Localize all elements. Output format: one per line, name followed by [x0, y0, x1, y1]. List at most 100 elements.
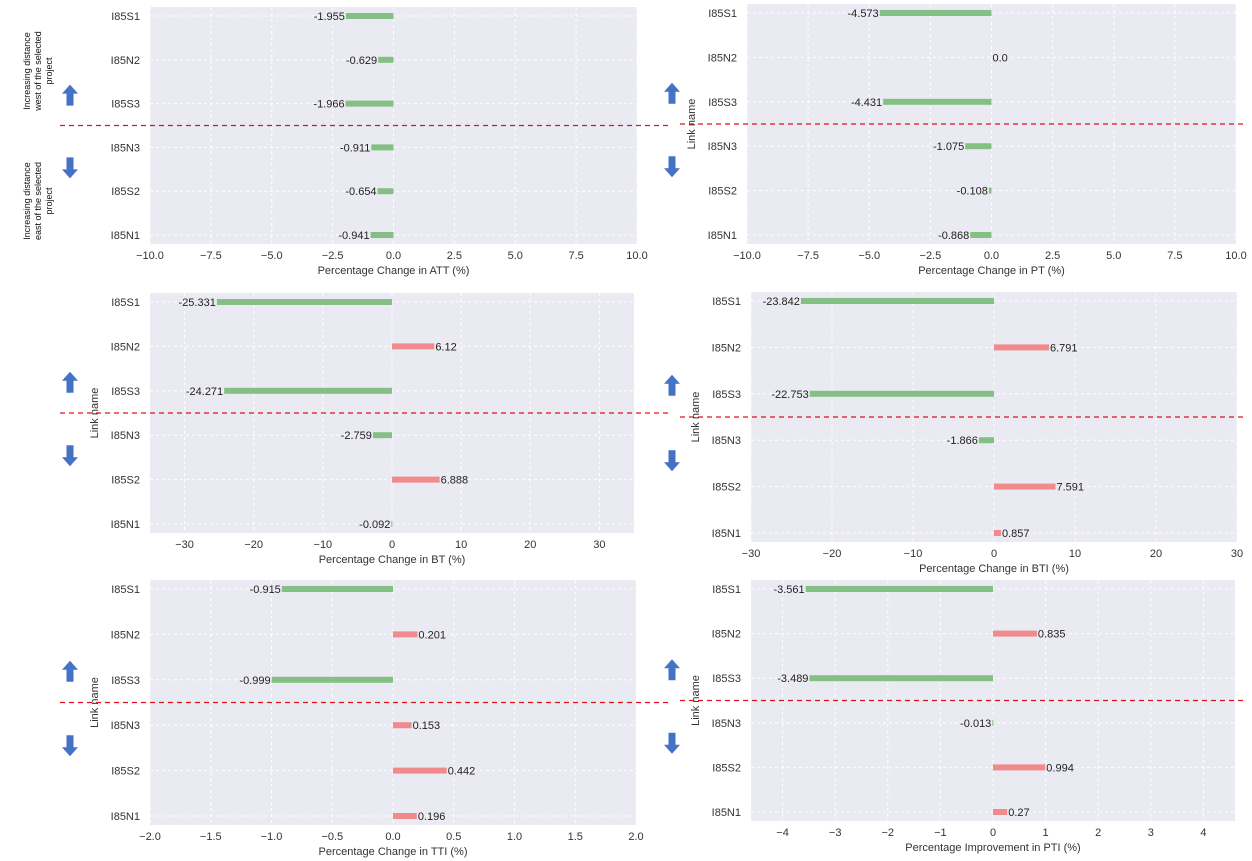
data-label: 0.857: [1002, 528, 1030, 540]
bar-i85n2: [993, 630, 1037, 637]
category-label: I85S2: [708, 186, 737, 198]
x-tick-label: 2.5: [447, 250, 462, 262]
chart-panel-6: −4 −3 −2 −1 0 1 2 3 4 I85S1 -3.561 I85N2 0.835 I85S3 -…: [664, 580, 1247, 854]
data-label: -22.753: [771, 389, 808, 401]
x-tick-label: 2: [1095, 827, 1101, 839]
x-tick-label: 1: [1043, 827, 1049, 839]
data-label: -0.911: [340, 142, 370, 154]
data-label: -1.966: [313, 99, 344, 111]
data-label: -3.489: [777, 673, 808, 685]
arrow-down-icon: [62, 445, 78, 467]
y-axis-title: Link name: [690, 675, 702, 726]
bar-i85n1: [970, 232, 992, 238]
category-label: I85N3: [712, 435, 741, 447]
chart-panel-2: −10.0 −7.5 −5.0 −2.5 0.0 2.5 5.0 7.5 10.0 I85S1 -4…: [664, 4, 1247, 277]
x-axis-title: Percentage Change in ATT (%): [318, 265, 470, 277]
bar-i85n3: [992, 719, 994, 726]
chart-panel-5: −2.0 −1.5 −1.0 −0.5 0.0 0.5 1.0 1.5 2.0 I85S1 -0.9…: [60, 580, 670, 858]
bar-i85s1: [281, 586, 393, 592]
x-tick-label: 2.0: [628, 831, 643, 843]
x-tick-label: 4: [1200, 827, 1206, 839]
category-label: I85N3: [111, 430, 140, 442]
x-axis-title: Percentage Change in BT (%): [319, 554, 466, 566]
data-label: -0.868: [938, 230, 969, 242]
data-label: -2.759: [341, 430, 372, 442]
bar-i85s1: [805, 586, 993, 592]
category-label: I85S3: [712, 389, 741, 401]
bar-i85s1: [800, 298, 994, 304]
category-label: I85N1: [712, 528, 741, 540]
arrow-up-icon: [664, 659, 680, 681]
data-label: -0.999: [239, 675, 270, 687]
bar-i85s3: [224, 387, 392, 394]
bar-i85n1: [391, 521, 393, 527]
x-tick-label: 20: [524, 539, 536, 551]
bar-i85n3: [978, 437, 994, 444]
data-label: -1.075: [933, 141, 964, 153]
bar-i85s3: [345, 100, 394, 107]
bar-i85s1: [345, 13, 394, 19]
data-label: -23.842: [763, 296, 800, 308]
bar-i85s3: [809, 675, 993, 682]
west-annotation: Increasing distance west of the selected…: [22, 31, 54, 112]
x-tick-label: −30: [742, 548, 761, 560]
x-tick-label: −10.0: [733, 250, 761, 262]
bar-i85n2: [994, 344, 1050, 351]
category-label: I85S3: [708, 97, 737, 109]
category-label: I85N2: [111, 55, 140, 67]
east-annotation: Increasing distance east of the selected…: [22, 162, 54, 240]
arrow-up-icon: [664, 82, 680, 104]
bar-i85s1: [879, 10, 992, 16]
chart-panel-3: −30 −20 −10 0 10 20 30 I85S1 -25.331 I85N2 6.12 I85…: [60, 293, 670, 566]
east-annotation-line-2: east of the selected: [33, 162, 43, 240]
data-label: -0.092: [359, 519, 390, 531]
arrow-up-icon: [664, 374, 680, 396]
data-label: -1.955: [314, 11, 345, 23]
data-label: 0.201: [418, 629, 446, 641]
bar-i85s2: [988, 187, 992, 194]
east-annotation-line-3: project: [44, 187, 54, 215]
bar-i85s2: [994, 483, 1056, 490]
x-tick-label: 1.0: [507, 831, 522, 843]
y-axis-title: Link name: [89, 677, 101, 728]
x-tick-label: −2: [882, 827, 895, 839]
x-tick-label: 20: [1150, 548, 1162, 560]
category-label: I85S3: [111, 386, 140, 398]
data-label: 0.442: [448, 766, 476, 778]
category-label: I85N1: [111, 519, 140, 531]
x-tick-label: 10.0: [1225, 250, 1246, 262]
category-label: I85N2: [111, 629, 140, 641]
x-tick-label: 7.5: [568, 250, 583, 262]
x-tick-label: 7.5: [1167, 250, 1182, 262]
data-label: -0.941: [338, 230, 369, 242]
bar-i85s2: [393, 767, 447, 774]
data-label: -4.573: [847, 8, 878, 20]
bar-i85n3: [372, 432, 392, 439]
bar-i85n1: [393, 813, 417, 819]
category-label: I85S2: [111, 766, 140, 778]
category-label: I85S1: [708, 8, 737, 20]
category-label: I85N3: [712, 718, 741, 730]
x-tick-label: −2.5: [920, 250, 942, 262]
category-label: I85N1: [111, 811, 140, 823]
x-tick-label: −20: [244, 539, 263, 551]
x-tick-label: 0.0: [984, 250, 999, 262]
x-tick-label: −1.0: [261, 831, 283, 843]
category-label: I85N2: [111, 341, 140, 353]
bar-i85s1: [216, 299, 392, 305]
data-label: 6.791: [1050, 342, 1078, 354]
bar-i85n2: [378, 56, 394, 63]
arrow-down-icon: [664, 156, 680, 178]
chart-panel-1: −10.0 −7.5 −5.0 −2.5 0.0 2.5 5.0 7.5 10.0 I85S1 -1…: [60, 7, 670, 277]
arrow-up-icon: [62, 371, 78, 393]
x-tick-label: 2.5: [1045, 250, 1060, 262]
data-label: 0.0: [993, 52, 1008, 64]
bar-i85s2: [377, 188, 394, 195]
x-tick-label: −5.0: [261, 250, 283, 262]
data-label: -24.271: [186, 386, 223, 398]
x-tick-label: −4: [776, 827, 789, 839]
bar-i85s3: [809, 390, 994, 397]
category-label: I85S1: [712, 584, 741, 596]
category-label: I85N3: [111, 720, 140, 732]
